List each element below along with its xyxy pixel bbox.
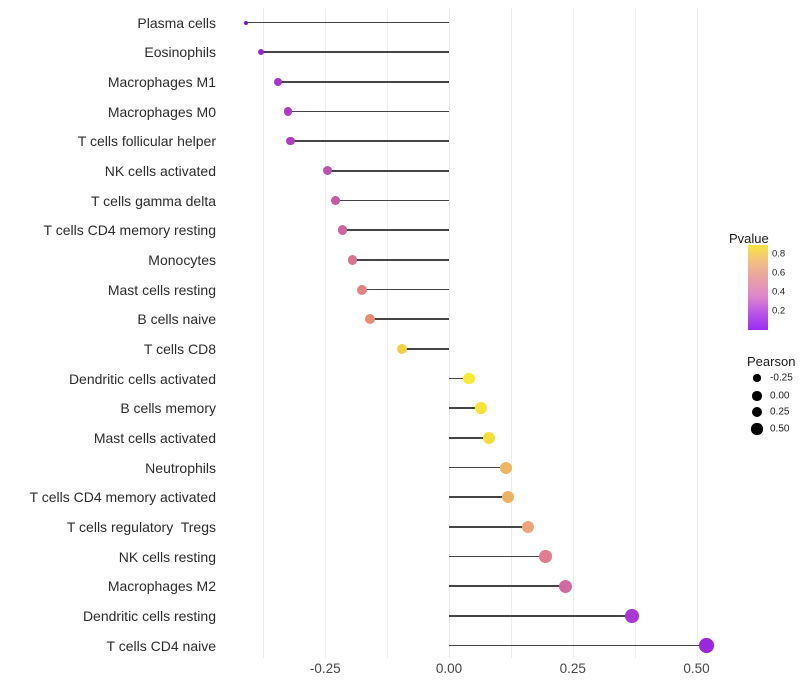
lollipop-stem [327, 170, 449, 172]
pvalue-legend-title: Pvalue [729, 231, 769, 246]
gridline [387, 8, 389, 658]
y-axis-label: Neutrophils [145, 459, 216, 476]
y-axis-label: Dendritic cells activated [68, 370, 216, 387]
lollipop-dot [323, 166, 333, 176]
lollipop-stem [401, 348, 449, 350]
lollipop-dot [521, 520, 535, 534]
lollipop-dot [463, 372, 475, 385]
lollipop-stem [449, 555, 546, 558]
lollipop-stem [449, 407, 482, 409]
gridline [572, 8, 574, 658]
lollipop-dot [482, 431, 495, 444]
y-axis-label: T cells CD8 [143, 340, 216, 357]
gridline [696, 8, 698, 658]
lollipop-dot [357, 284, 368, 295]
lollipop-dot [244, 20, 249, 25]
y-axis-label: T cells gamma delta [90, 192, 216, 209]
x-axis-tick-label: 0.50 [683, 661, 710, 676]
y-axis-label: B cells naive [137, 311, 216, 328]
lollipop-stem [362, 288, 449, 291]
lollipop-dot [330, 196, 340, 205]
y-axis-label: T cells follicular helper [77, 133, 216, 150]
lollipop-stem [260, 51, 449, 53]
gridline [263, 8, 265, 658]
y-axis-label: T cells CD4 memory activated [29, 489, 216, 506]
pearson-size-label: 0.25 [770, 406, 790, 418]
y-axis-label: Plasma cells [137, 14, 216, 31]
gridline [510, 8, 512, 658]
y-axis-label: Macrophages M0 [107, 103, 216, 120]
pearson-size-label: 0.00 [770, 390, 790, 402]
lollipop-dot [337, 225, 348, 235]
gridline [449, 8, 450, 658]
x-axis-tick-label: 0.25 [559, 661, 586, 676]
lollipop-stem [449, 615, 633, 617]
lollipop-stem [246, 21, 449, 24]
lollipop-stem [342, 229, 449, 231]
pvalue-colorbar [748, 245, 768, 330]
lollipop-dot [502, 491, 515, 504]
pearson-legend-title: Pearson [747, 354, 796, 369]
lollipop-dot [286, 136, 295, 146]
lollipop-stem [290, 140, 449, 142]
pvalue-tick-label: 0.8 [772, 248, 786, 260]
lollipop-stem [449, 644, 707, 647]
y-axis-label: T cells regulatory Tregs [66, 518, 216, 535]
lollipop-stem [449, 496, 509, 498]
lollipop-stem [449, 466, 506, 469]
pearson-size-label: 0.50 [770, 423, 790, 435]
pearson-size-dot [753, 374, 761, 382]
pearson-size-dot [752, 391, 762, 401]
y-axis-label: NK cells activated [104, 162, 216, 179]
y-axis-label: Mast cells resting [107, 281, 216, 298]
y-axis-label: Macrophages M2 [107, 578, 216, 595]
y-axis-label: T cells CD4 memory resting [43, 222, 216, 239]
lollipop-dot [283, 107, 293, 116]
y-axis-label: Dendritic cells resting [82, 607, 216, 624]
gridline [325, 8, 327, 658]
lollipop-stem [449, 437, 489, 439]
lollipop-dot [499, 461, 512, 474]
lollipop-dot [699, 638, 714, 653]
pvalue-tick-label: 0.6 [772, 267, 786, 279]
pearson-size-dot [752, 407, 762, 417]
y-axis-label: NK cells resting [118, 548, 216, 565]
lollipop-dot [364, 314, 375, 325]
lollipop-dot [625, 609, 639, 623]
lollipop-dot [539, 550, 552, 563]
pvalue-tick-label: 0.2 [772, 305, 786, 317]
lollipop-stem [352, 259, 449, 261]
pearson-size-label: -0.25 [770, 372, 793, 384]
lollipop-stem [288, 110, 449, 113]
y-axis-label: Macrophages M1 [107, 73, 216, 90]
x-axis-tick-label: 0.00 [435, 661, 463, 676]
lollipop-dot [475, 402, 487, 414]
y-axis-label: B cells memory [120, 400, 216, 417]
x-axis-tick-label: -0.25 [309, 661, 341, 676]
lollipop-dot [257, 49, 264, 56]
y-axis-label: Eosinophils [144, 44, 216, 61]
lollipop-dot [274, 77, 283, 86]
lollipop-dot [347, 255, 358, 265]
lollipop-stem [449, 585, 566, 587]
lollipop-stem [449, 377, 469, 380]
pvalue-tick-label: 0.4 [772, 286, 786, 298]
lollipop-stem [278, 81, 449, 83]
pearson-size-dot [751, 423, 763, 435]
lollipop-dot [396, 343, 408, 355]
y-axis-label: Mast cells activated [93, 429, 216, 446]
lollipop-stem [369, 318, 449, 320]
y-axis-label: Monocytes [148, 251, 216, 268]
gridline [634, 8, 636, 658]
lollipop-stem [335, 199, 449, 202]
lollipop-dot [558, 579, 572, 593]
lollipop-stem [449, 526, 529, 528]
y-axis-label: T cells CD4 naive [106, 637, 216, 654]
